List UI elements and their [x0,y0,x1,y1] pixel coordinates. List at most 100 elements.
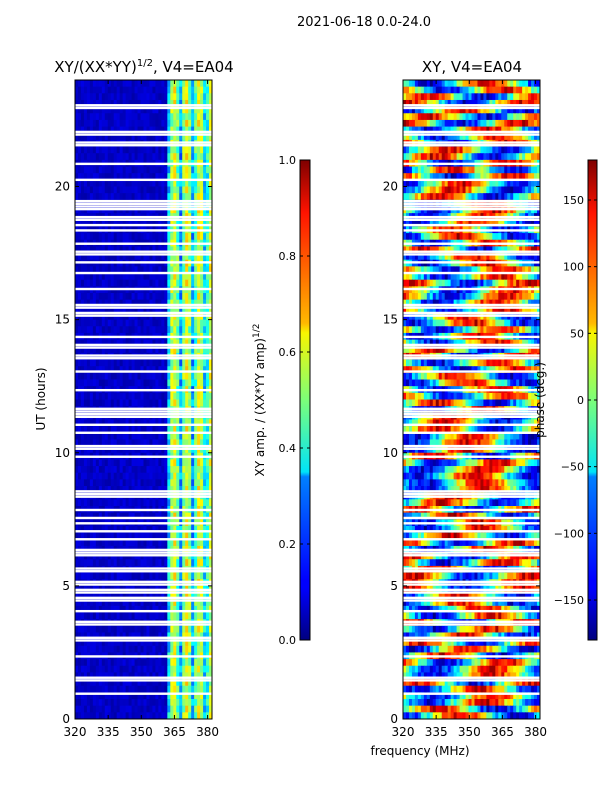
heatmap-cell [95,173,100,181]
heatmap-cell [194,133,198,141]
heatmap-cell [173,439,177,447]
heatmap-cell [447,113,452,121]
heatmap-cell [77,392,82,401]
heatmap-cell [104,432,109,441]
heatmap-cell [158,499,162,507]
heatmap-cell [128,605,133,614]
heatmap-cell [137,173,142,181]
heatmap-cell [110,372,115,381]
heatmap-cell [194,439,198,447]
heatmap-cell [116,146,121,154]
heatmap-cell [125,705,130,713]
heatmap-cell [170,273,174,281]
heatmap-cell [119,99,124,108]
heatmap-cell [188,106,192,114]
heatmap-cell [104,459,109,467]
heatmap-cell [209,80,212,88]
heatmap-cell [107,113,112,121]
heatmap-cell [95,685,100,693]
heatmap-cell [176,685,180,693]
heatmap-cell [119,672,124,680]
heatmap-cell [137,639,142,647]
heatmap-cell [200,266,204,274]
heatmap-cell [149,372,154,381]
heatmap-cell [83,126,88,134]
heatmap-cell [83,599,88,607]
heatmap-cell [209,645,212,654]
heatmap-cell [131,399,136,407]
heatmap-cell [161,319,165,327]
heatmap-cell [158,645,162,654]
heatmap-cell [209,93,212,101]
heatmap-cell [104,233,109,241]
heatmap-cell [140,106,145,114]
heatmap-cell [408,93,413,101]
heatmap-cell [110,499,115,507]
heatmap-cell [92,366,97,374]
flagged-row [75,410,212,413]
heatmap-cell [98,246,103,254]
heatmap-cell [200,146,204,154]
heatmap-cell [185,659,189,667]
heatmap-cell [137,126,142,134]
heatmap-cell [146,599,151,607]
heatmap-cell [101,253,106,261]
heatmap-cell [149,80,154,88]
heatmap-cell [158,246,162,254]
heatmap-cell [143,645,148,654]
heatmap-cell [95,639,100,647]
heatmap-cell [101,133,106,141]
heatmap-cell [131,86,136,94]
heatmap-cell [80,432,85,441]
heatmap-cell [140,632,145,640]
heatmap-cell [110,459,115,467]
heatmap-cell [164,173,168,181]
heatmap-cell [143,472,148,480]
heatmap-cell [92,692,97,700]
heatmap-cell [200,173,204,181]
heatmap-cell [125,439,130,447]
heatmap-cell [209,512,212,520]
heatmap-cell [113,106,118,114]
heatmap-cell [80,559,85,567]
heatmap-cell [152,113,157,121]
heatmap-cell [185,372,189,381]
heatmap-cell [95,80,100,88]
heatmap-cell [155,279,159,287]
heatmap-cell [131,659,136,667]
heatmap-cell [203,639,207,647]
heatmap-cell [408,99,413,108]
heatmap-cell [194,512,198,520]
heatmap-cell [125,246,130,254]
heatmap-cell [101,392,106,401]
heatmap-cell [95,625,100,634]
heatmap-cell [167,572,171,580]
heatmap-cell [101,193,106,201]
heatmap-cell [131,339,136,347]
flagged-row [75,162,212,166]
heatmap-cell [185,279,189,287]
heatmap-cell [200,279,204,287]
heatmap-cell [113,306,118,314]
heatmap-cell [75,479,79,487]
heatmap-cell [474,86,479,94]
heatmap-cell [140,233,145,241]
heatmap-cell [80,179,85,188]
heatmap-cell [77,266,82,274]
heatmap-cell [209,672,212,680]
heatmap-cell [519,93,523,101]
heatmap-cell [504,99,508,108]
heatmap-cell [107,632,112,640]
heatmap-cell [75,359,79,367]
heatmap-cell [188,572,192,580]
heatmap-cell [98,392,103,401]
heatmap-cell [116,193,121,201]
heatmap-cell [197,233,201,241]
heatmap-cell [194,246,198,254]
heatmap-cell [98,426,103,434]
heatmap-cell [486,113,490,121]
heatmap-cell [501,86,505,94]
heatmap-cell [128,106,133,114]
heatmap-cell [113,86,118,94]
heatmap-cell [140,672,145,680]
